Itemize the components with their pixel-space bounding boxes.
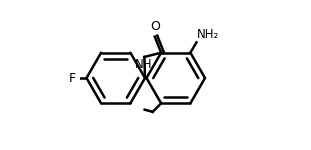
Text: F: F	[69, 72, 76, 84]
Text: NH₂: NH₂	[197, 28, 220, 41]
Text: O: O	[150, 20, 160, 33]
Text: NH: NH	[135, 58, 152, 71]
